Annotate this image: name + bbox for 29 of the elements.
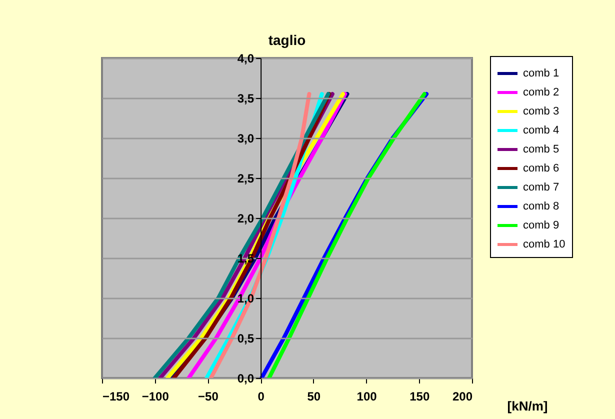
x-tick-label: 50 [307,390,321,404]
y-tick-label: 1,5 [237,252,254,266]
legend-label: comb 10 [523,238,566,250]
x-tick-label: 100 [356,390,378,404]
y-tick-label: 0,0 [237,372,254,386]
x-tick-label: 200 [452,390,473,404]
legend-label: comb 5 [523,144,560,156]
y-tick-label: 3,0 [237,132,254,146]
x-tick-label: 0 [258,390,265,404]
legend-label: comb 1 [523,68,560,80]
x-tick-label: −100 [142,390,170,404]
y-tick-label: 0,5 [237,332,254,346]
x-tick-label: 150 [410,390,430,404]
y-tick-label: 2,0 [237,212,254,226]
y-tick-label: 3,5 [237,92,254,106]
legend-label: comb 2 [523,86,560,98]
legend-label: comb 9 [523,220,560,232]
x-tick-label: −50 [198,390,219,404]
y-tick-label: 1,0 [237,292,254,306]
legend-label: comb 7 [523,182,560,194]
y-tick-label: 4,0 [237,52,254,66]
chart-title: taglio [268,32,306,48]
legend-label: comb 4 [523,124,560,136]
x-tick-label: −150 [102,390,130,404]
x-axis-title: [kN/m] [507,398,548,414]
legend-label: comb 8 [523,200,560,212]
legend-label: comb 3 [523,106,560,118]
y-tick-label: 2,5 [237,172,254,186]
legend-label: comb 6 [523,162,560,174]
